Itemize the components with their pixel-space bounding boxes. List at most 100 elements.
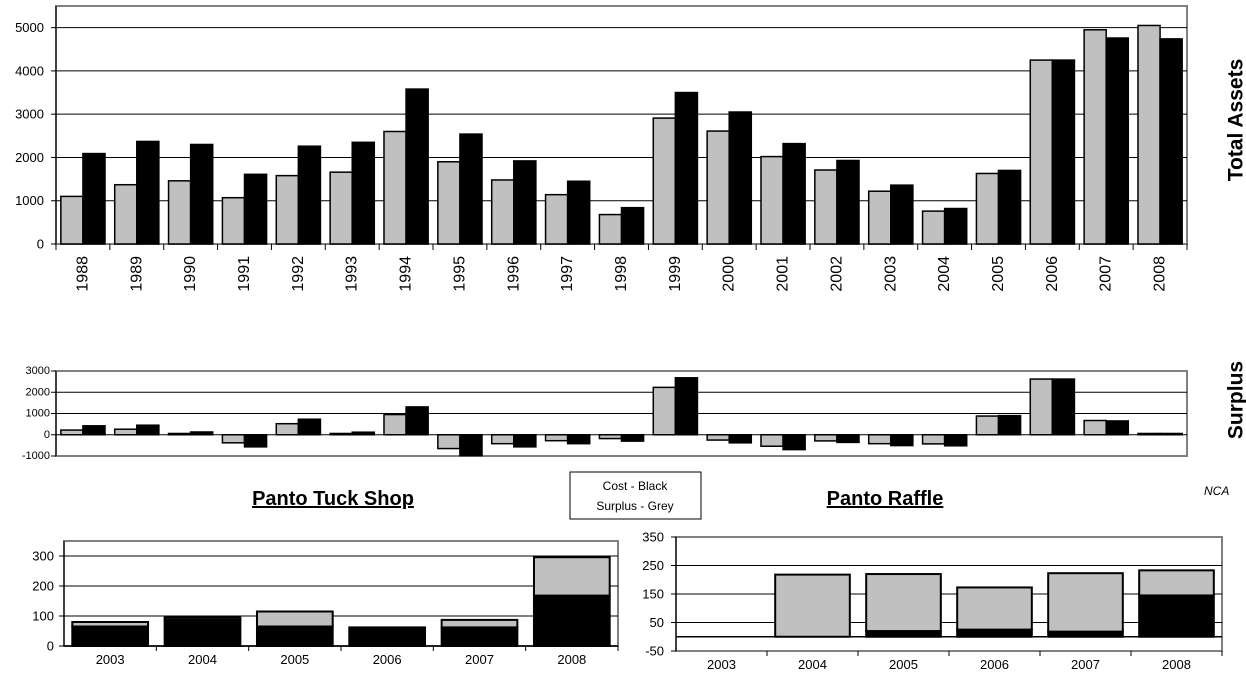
x-tick-label: 2006: [373, 652, 402, 667]
x-tick-label: 2004: [936, 256, 953, 292]
bar: [1029, 59, 1054, 245]
bar: [82, 152, 106, 245]
bar: [383, 413, 407, 436]
bar: [760, 155, 784, 245]
y-tick-label: 1000: [15, 193, 44, 208]
x-tick-label: 1988: [74, 256, 91, 292]
bar: [71, 621, 150, 628]
y-tick-label: 50: [650, 615, 664, 630]
x-tick-label: 2008: [1162, 657, 1191, 672]
bar: [459, 133, 483, 245]
bar: [243, 434, 268, 448]
bar: [544, 193, 569, 245]
y-tick-label: 300: [32, 549, 54, 564]
y-tick-label: 150: [642, 587, 664, 602]
y-tick-label: 3000: [15, 107, 44, 122]
x-tick-label: 1990: [182, 256, 199, 292]
x-tick-label: 1994: [398, 256, 415, 292]
bar: [1047, 572, 1124, 633]
y-tick-label: -50: [645, 644, 664, 659]
bar: [275, 422, 300, 436]
bar: [1083, 419, 1107, 436]
y-tick-label: -1000: [22, 450, 50, 462]
bar: [975, 172, 1000, 245]
bar: [1138, 594, 1215, 638]
bar: [956, 586, 1033, 631]
bar: [513, 434, 537, 448]
legend-box: Cost - Black Surplus - Grey: [569, 471, 702, 520]
bar: [760, 434, 784, 447]
bar: [921, 434, 946, 445]
y-tick-label: 3000: [26, 365, 50, 377]
bar: [163, 618, 242, 647]
y-tick-label: 250: [642, 558, 664, 573]
bar: [163, 616, 242, 621]
x-tick-label: 2005: [990, 256, 1007, 292]
bar: [189, 143, 214, 245]
bar: [532, 556, 611, 597]
bar: [706, 130, 730, 245]
bar: [1105, 420, 1130, 436]
bar: [437, 434, 461, 450]
credit-label: NCA: [1204, 484, 1229, 498]
y-tick-label: 2000: [26, 386, 50, 398]
x-tick-label: 2007: [1071, 657, 1100, 672]
x-tick-label: 2005: [280, 652, 309, 667]
bar: [405, 406, 429, 436]
bar: [814, 169, 838, 245]
x-tick-label: 1989: [128, 256, 145, 292]
bar: [329, 432, 353, 436]
bar: [956, 628, 1033, 638]
bar: [221, 196, 246, 245]
bar: [513, 160, 537, 245]
x-tick-label: 2005: [889, 657, 918, 672]
bar: [836, 434, 860, 444]
y-tick-label: 0: [37, 237, 44, 252]
bar: [532, 594, 611, 647]
bar: [82, 425, 106, 436]
bar: [1138, 569, 1215, 597]
x-tick-label: 2004: [188, 652, 217, 667]
y-tick-label: 2000: [15, 150, 44, 165]
bar: [598, 434, 623, 440]
bar: [997, 414, 1022, 436]
bar: [706, 434, 730, 441]
bar: [113, 183, 138, 245]
bar: [975, 415, 1000, 436]
x-tick-label: 2001: [775, 256, 792, 292]
bar: [351, 141, 376, 245]
x-tick-label: 2006: [1044, 256, 1061, 292]
bar: [490, 434, 515, 445]
bar: [836, 159, 860, 245]
legend-line-surplus: Surplus - Grey: [596, 499, 673, 513]
y-tick-label: 1000: [26, 408, 50, 420]
bar: [60, 429, 84, 436]
bar: [383, 130, 407, 245]
surplus-chart: -1000 0 1000 2000 3000: [22, 365, 1188, 462]
surplus-axis-label: Surplus: [1225, 361, 1246, 439]
bar: [814, 434, 838, 442]
bar: [1051, 378, 1076, 436]
bar: [167, 180, 192, 245]
bar: [728, 111, 753, 245]
x-tick-label: 1997: [559, 256, 576, 292]
bar: [867, 190, 892, 245]
bar: [566, 434, 591, 445]
x-tick-label: 1995: [451, 256, 468, 292]
bar: [1051, 59, 1076, 245]
x-tick-label: 2008: [557, 652, 586, 667]
x-tick-label: 2003: [882, 256, 899, 292]
bar: [437, 161, 461, 245]
bar: [544, 434, 569, 442]
bar: [60, 195, 84, 245]
x-tick-label: 1999: [667, 256, 684, 292]
bar: [997, 169, 1022, 245]
bar: [943, 434, 968, 447]
bar: [1159, 432, 1183, 436]
tuck-shop-title: Panto Tuck Shop: [252, 488, 414, 510]
y-tick-label: 0: [47, 639, 54, 654]
bar: [782, 434, 806, 451]
bar: [221, 434, 246, 444]
bar: [440, 626, 519, 648]
